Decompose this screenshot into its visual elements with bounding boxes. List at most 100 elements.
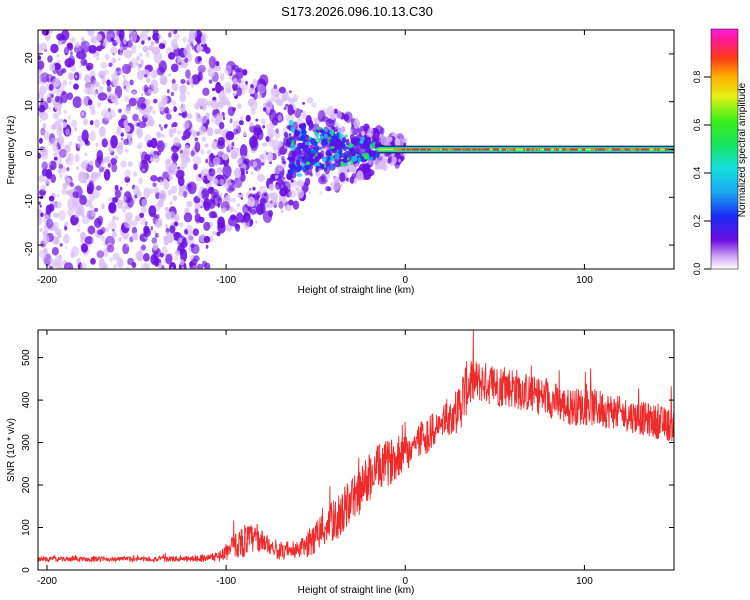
spectrogram-speckle: [183, 46, 190, 57]
center-band-peak: [406, 148, 410, 151]
center-band-peak: [503, 148, 506, 151]
spectrogram-speckle: [158, 189, 167, 202]
spectrogram-speckle: [285, 103, 289, 108]
spectrogram-speckle: [158, 60, 167, 73]
center-band-peak: [611, 148, 615, 151]
spectrogram-speckle: [214, 128, 222, 135]
spectrogram-speckle: [207, 69, 216, 78]
spectrogram-speckle: [127, 161, 133, 168]
center-band-peak: [509, 148, 514, 151]
spectrogram-speckle: [128, 97, 137, 107]
spectrogram-speckle: [121, 205, 127, 213]
spectrogram-speckle: [186, 225, 193, 232]
spectrogram-x-tick-label: -100: [216, 275, 236, 286]
spectrogram-speckle: [93, 207, 99, 212]
spectrogram-speckle: [112, 215, 116, 221]
spectrogram-speckle: [139, 64, 143, 68]
converging-band-blob: [342, 139, 346, 143]
spectrogram-speckle: [82, 96, 89, 107]
spectrogram-speckle: [188, 77, 193, 84]
spectrogram-speckle: [205, 244, 209, 249]
spectrogram-speckle: [285, 203, 292, 212]
spectrogram-speckle: [197, 56, 202, 63]
spectrogram-speckle: [181, 112, 186, 118]
center-band-peak: [456, 148, 459, 151]
spectrogram-speckle: [148, 205, 157, 218]
spectrogram-speckle: [306, 97, 314, 104]
spectrogram-speckle: [81, 243, 88, 253]
converging-band-blob: [303, 157, 309, 162]
spectrogram-speckle: [234, 176, 243, 189]
spectrogram-speckle: [208, 56, 216, 69]
spectrogram-speckle: [344, 111, 353, 123]
spectrogram-speckle: [90, 37, 96, 43]
spectrogram-speckle: [333, 177, 336, 181]
spectrogram-speckle: [361, 131, 366, 136]
spectrogram-speckle: [186, 200, 193, 208]
spectrogram-speckle: [146, 113, 152, 124]
spectrogram-speckle: [96, 185, 102, 191]
center-band-peak: [604, 148, 609, 151]
spectrogram-speckle: [40, 185, 47, 191]
spectrogram-speckle: [174, 216, 178, 221]
spectrogram-speckle: [260, 118, 266, 125]
colorbar-tick-label: 0.0: [692, 263, 702, 276]
spectrogram-speckle: [249, 187, 252, 191]
spectrogram-speckle: [304, 177, 311, 186]
spectrogram-speckle: [120, 160, 127, 168]
converging-band-blob: [337, 149, 343, 155]
spectrogram-speckle: [191, 83, 194, 88]
spectrogram-speckle: [169, 30, 175, 34]
spectrogram-speckle: [184, 57, 189, 63]
spectrogram-speckle: [56, 194, 60, 197]
spectrogram-speckle: [248, 87, 254, 95]
spectrogram-speckle: [96, 51, 100, 58]
converging-band-blob: [288, 133, 292, 137]
spectrogram-speckle: [144, 98, 151, 106]
spectrogram-speckle: [215, 60, 220, 67]
spectrogram-speckle: [373, 130, 378, 134]
snr-x-tick-label: -100: [216, 576, 236, 587]
spectrogram-speckle: [150, 79, 158, 90]
spectrogram-speckle: [362, 166, 366, 172]
spectrogram-speckle: [302, 102, 305, 105]
spectrogram-speckle: [109, 257, 114, 263]
center-band-peak: [655, 148, 658, 151]
spectrogram-speckle: [173, 221, 179, 227]
center-band-peak: [401, 148, 405, 151]
spectrogram-speckle: [238, 120, 244, 126]
spectrogram-speckle: [75, 259, 81, 265]
spectrogram-speckle: [56, 53, 60, 58]
spectrogram-speckle: [118, 237, 122, 242]
converging-band-blob: [296, 159, 301, 167]
spectrogram-speckle: [287, 96, 292, 103]
spectrogram-speckle: [206, 128, 212, 134]
spectrogram-speckle: [131, 44, 137, 54]
center-band-peak: [626, 148, 629, 151]
spectrogram-speckle: [219, 192, 223, 197]
spectrogram-speckle: [227, 177, 232, 184]
converging-band-blob: [308, 159, 314, 163]
spectrogram-speckle: [100, 226, 106, 234]
spectrogram-speckle: [205, 158, 209, 164]
converging-band-blob: [345, 138, 350, 146]
center-band-peak: [482, 148, 484, 151]
spectrogram-speckle: [169, 225, 176, 234]
spectrogram-speckle: [288, 199, 294, 206]
spectrogram-speckle: [282, 160, 287, 165]
spectrogram-speckle: [42, 123, 47, 129]
converging-band-blob: [350, 138, 357, 145]
spectrogram-speckle: [171, 152, 179, 163]
center-band-peak: [470, 148, 473, 151]
spectrogram-speckle: [138, 119, 141, 122]
spectrogram-speckle: [74, 75, 78, 78]
spectrogram-speckle: [249, 125, 256, 133]
spectrogram-speckle: [222, 153, 229, 161]
spectrogram-speckle: [110, 157, 118, 165]
spectrogram-speckle: [268, 138, 275, 147]
center-band-peak: [471, 148, 475, 151]
spectrogram-speckle: [320, 173, 327, 183]
spectrogram-speckle: [197, 191, 203, 199]
spectrogram-speckle: [235, 67, 244, 80]
spectrogram-speckle: [167, 32, 172, 38]
